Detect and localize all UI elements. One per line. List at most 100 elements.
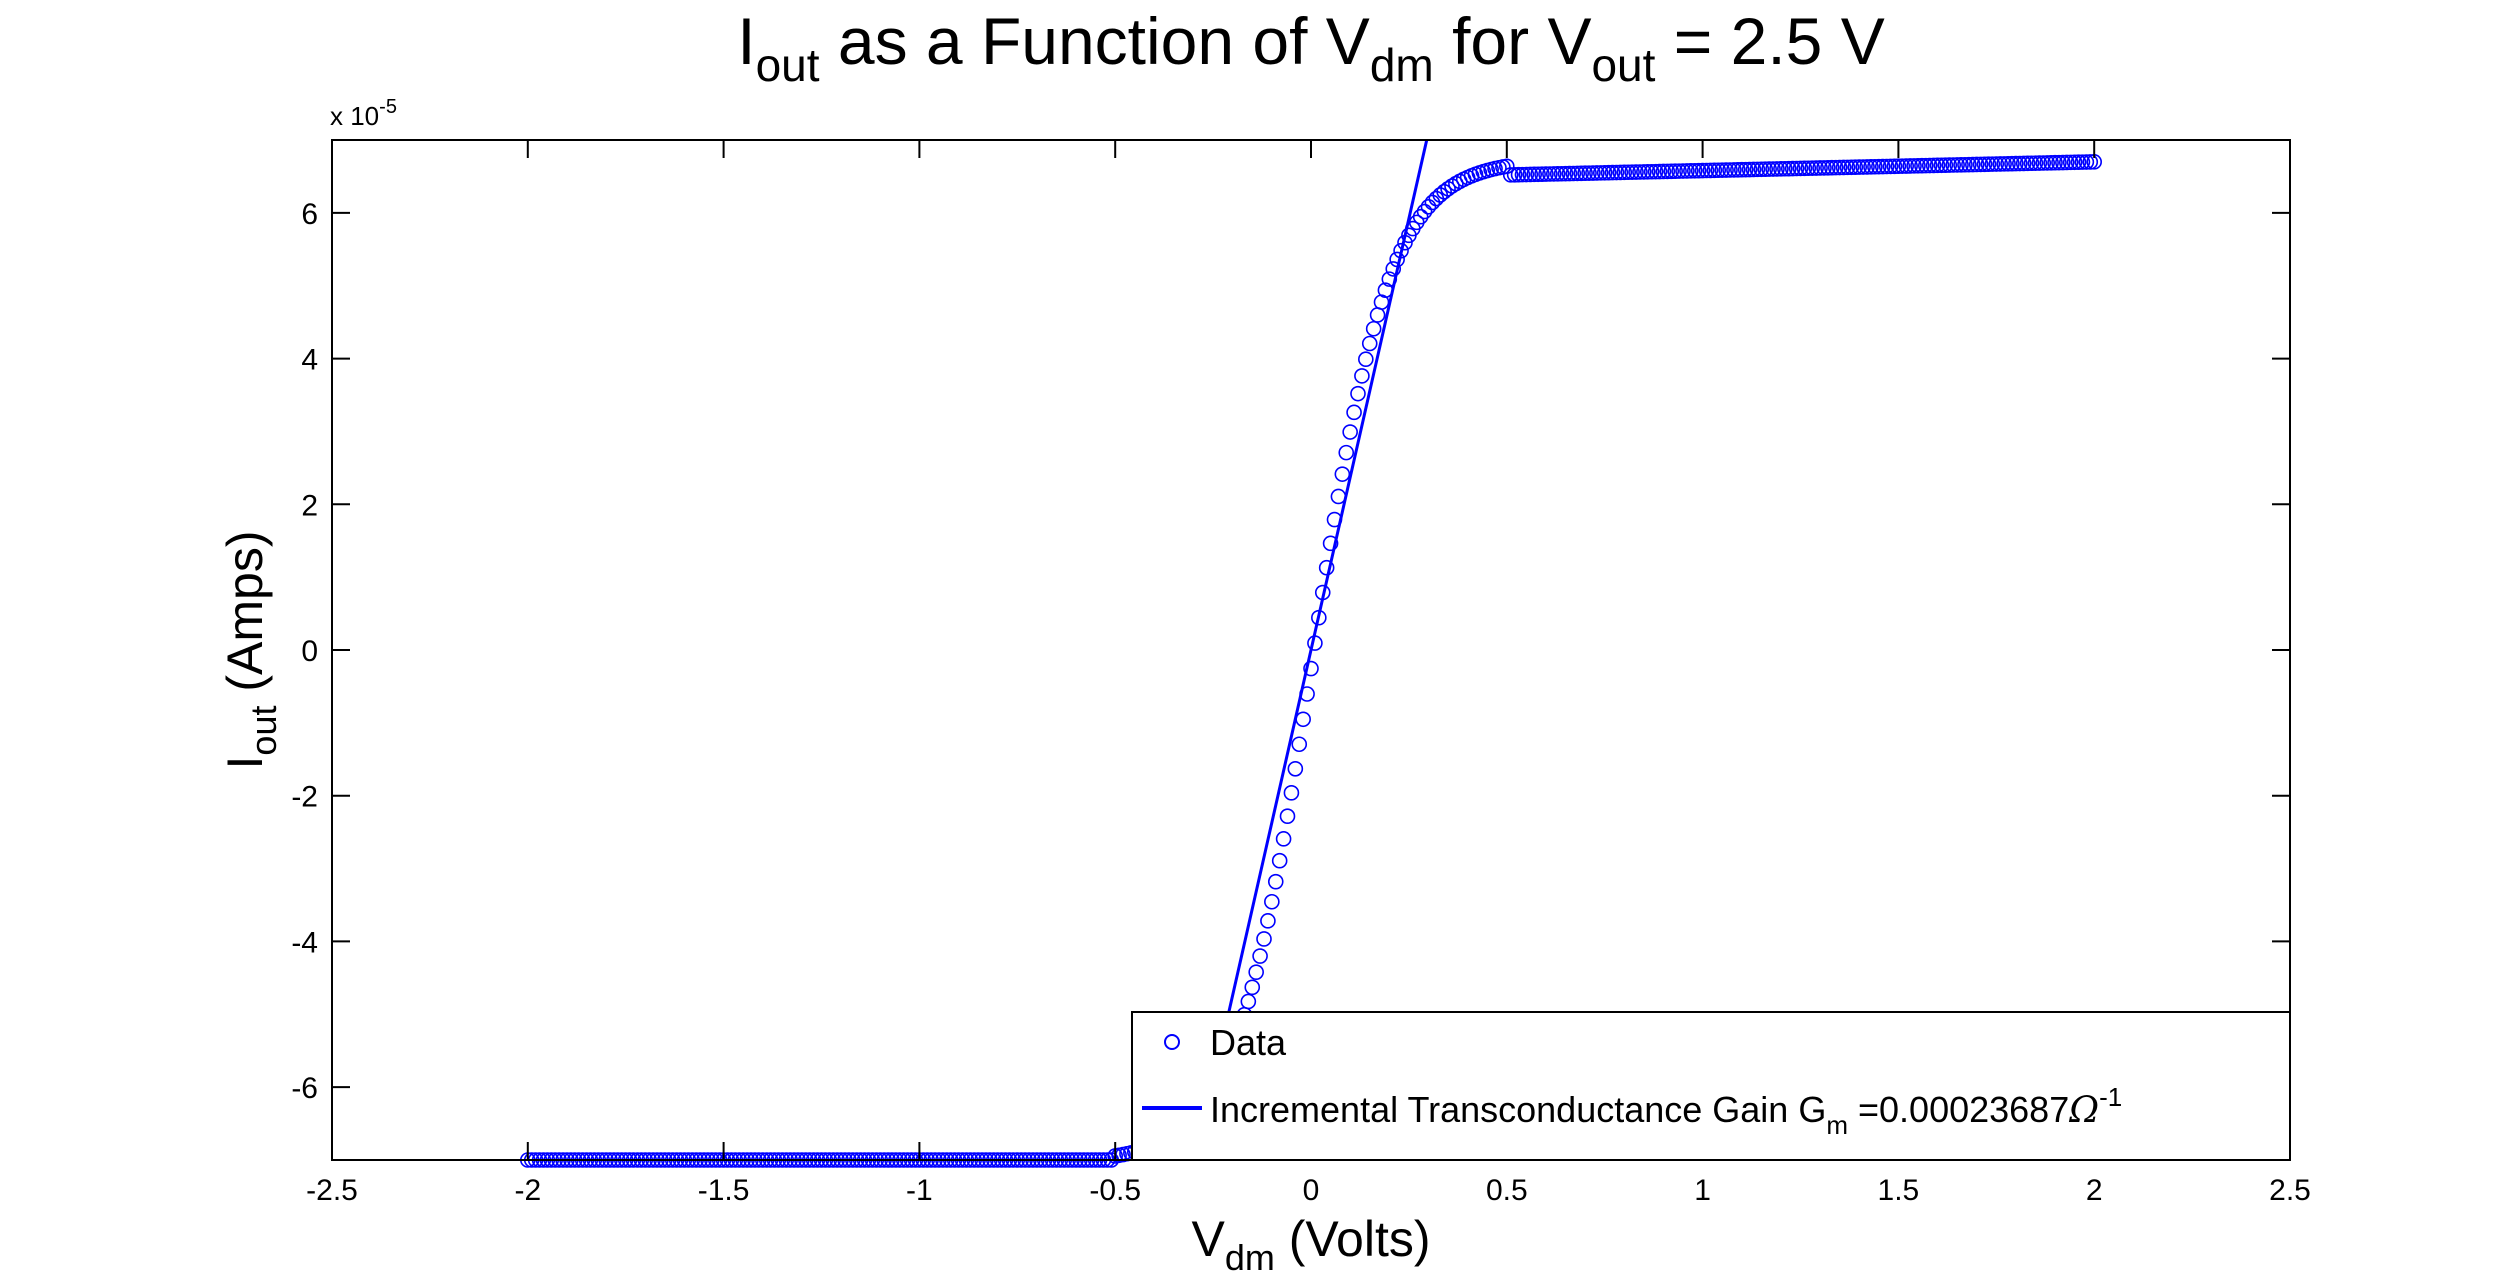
legend-fit-label-sub: m xyxy=(1826,1110,1848,1140)
x-tick-label: 2 xyxy=(2086,1174,2103,1207)
data-point xyxy=(1510,166,1527,183)
y-tick-label: 4 xyxy=(301,344,318,377)
data-point xyxy=(1354,368,1370,384)
data-point xyxy=(1690,162,1707,179)
data-point xyxy=(1444,178,1460,194)
data-point xyxy=(1518,166,1535,183)
data-point xyxy=(2027,155,2044,171)
x-axis-title-sub: dm xyxy=(1225,1237,1275,1278)
data-point xyxy=(1988,156,2005,172)
y-tick-label: 2 xyxy=(301,489,318,522)
data-point xyxy=(1636,164,1652,180)
data-point xyxy=(1714,162,1730,178)
data-point xyxy=(1980,156,1997,173)
data-point xyxy=(1338,444,1355,461)
data-point xyxy=(1506,167,1523,183)
data-point xyxy=(1796,160,1813,177)
data-point xyxy=(1824,159,1840,176)
title-part-7: = 2.5 V xyxy=(1655,4,1884,78)
axes-layer: -2.5 -2 -1.5 -1 -0.5 0 0.5 1 1.5 2 2.5 -6 -4 -2 0 2 4 6 xyxy=(291,139,2311,1207)
data-point xyxy=(1256,931,1272,947)
fit-layer xyxy=(1193,139,1429,1161)
data-point xyxy=(1569,165,1586,182)
data-point xyxy=(1322,535,1339,552)
data-point xyxy=(1706,162,1723,179)
data-point xyxy=(2043,155,2059,171)
data-point xyxy=(1765,161,1781,177)
data-point xyxy=(2015,155,2032,172)
data-point xyxy=(2047,154,2063,171)
data-point xyxy=(1260,913,1276,929)
data-point xyxy=(2004,155,2020,172)
x-tick-label: 0 xyxy=(1303,1174,1320,1207)
data-point xyxy=(1365,320,1382,337)
data-point xyxy=(1863,159,1879,175)
data-point xyxy=(1996,156,2012,172)
data-point xyxy=(1737,161,1754,178)
data-point xyxy=(1416,203,1433,220)
data-point xyxy=(1968,156,1985,173)
chart-title: Iout as a Function of Vdm for Vout = 2.5… xyxy=(737,4,1885,91)
data-point xyxy=(1577,165,1593,182)
data-point xyxy=(1565,165,1582,182)
legend-data-marker xyxy=(1164,1034,1180,1050)
data-point xyxy=(1847,159,1864,175)
data-point xyxy=(1722,162,1738,178)
x-tick-label: 0.5 xyxy=(1486,1174,1528,1207)
data-point xyxy=(1667,163,1683,180)
data-point xyxy=(1663,163,1680,180)
title-part-1: I xyxy=(737,4,755,78)
data-point xyxy=(1279,808,1296,825)
data-point xyxy=(1800,160,1817,177)
y-axis-title: Iout (Amps) xyxy=(217,531,284,770)
data-point xyxy=(1890,158,1907,175)
data-point xyxy=(1698,162,1715,179)
title-part-6: out xyxy=(1591,39,1655,91)
data-point xyxy=(1271,852,1288,869)
data-point xyxy=(1538,166,1554,182)
data-point xyxy=(1921,157,1938,174)
x-tick-label: -1.5 xyxy=(698,1174,750,1207)
data-point xyxy=(1894,158,1911,174)
data-point xyxy=(2035,155,2052,171)
data-point xyxy=(1542,166,1558,182)
data-point xyxy=(1761,161,1777,177)
data-point xyxy=(1874,158,1891,175)
data-point xyxy=(1612,164,1629,181)
data-point xyxy=(1303,660,1319,677)
x-tick-label: 1 xyxy=(1694,1174,1711,1207)
data-point xyxy=(2058,154,2075,171)
y-axis-title-main: I xyxy=(217,756,273,770)
data-point xyxy=(1240,993,1257,1010)
data-point xyxy=(2012,155,2028,172)
data-point xyxy=(1777,160,1793,177)
data-point xyxy=(1604,164,1621,181)
data-point xyxy=(1902,158,1918,174)
data-point xyxy=(1683,163,1699,179)
x-tick-label: -2 xyxy=(514,1174,541,1207)
data-point xyxy=(1965,156,1981,173)
legend: Data Incremental Transconductance Gain G… xyxy=(1131,1011,2291,1161)
x-tick-label: 1.5 xyxy=(1878,1174,1920,1207)
data-point xyxy=(1914,157,1930,174)
data-point xyxy=(1596,164,1613,181)
data-point xyxy=(2055,154,2071,171)
y-tick-label: 6 xyxy=(301,198,318,231)
data-point xyxy=(1741,161,1758,178)
data-point xyxy=(1275,831,1292,847)
data-point xyxy=(1534,166,1550,182)
data-point xyxy=(1592,165,1609,181)
y-tick-label: -6 xyxy=(291,1072,318,1105)
data-point xyxy=(2023,155,2040,172)
data-point xyxy=(1655,163,1672,180)
data-point xyxy=(1573,165,1589,182)
data-point xyxy=(1851,159,1868,175)
data-point xyxy=(1878,158,1895,175)
data-point xyxy=(1530,166,1546,183)
data-point xyxy=(1686,162,1703,179)
data-point xyxy=(2051,154,2067,171)
data-point xyxy=(1749,161,1766,178)
y-exponent-power: -5 xyxy=(379,96,397,118)
data-point xyxy=(1835,159,1852,176)
x-axis-title-rest: (Volts) xyxy=(1275,1211,1431,1267)
